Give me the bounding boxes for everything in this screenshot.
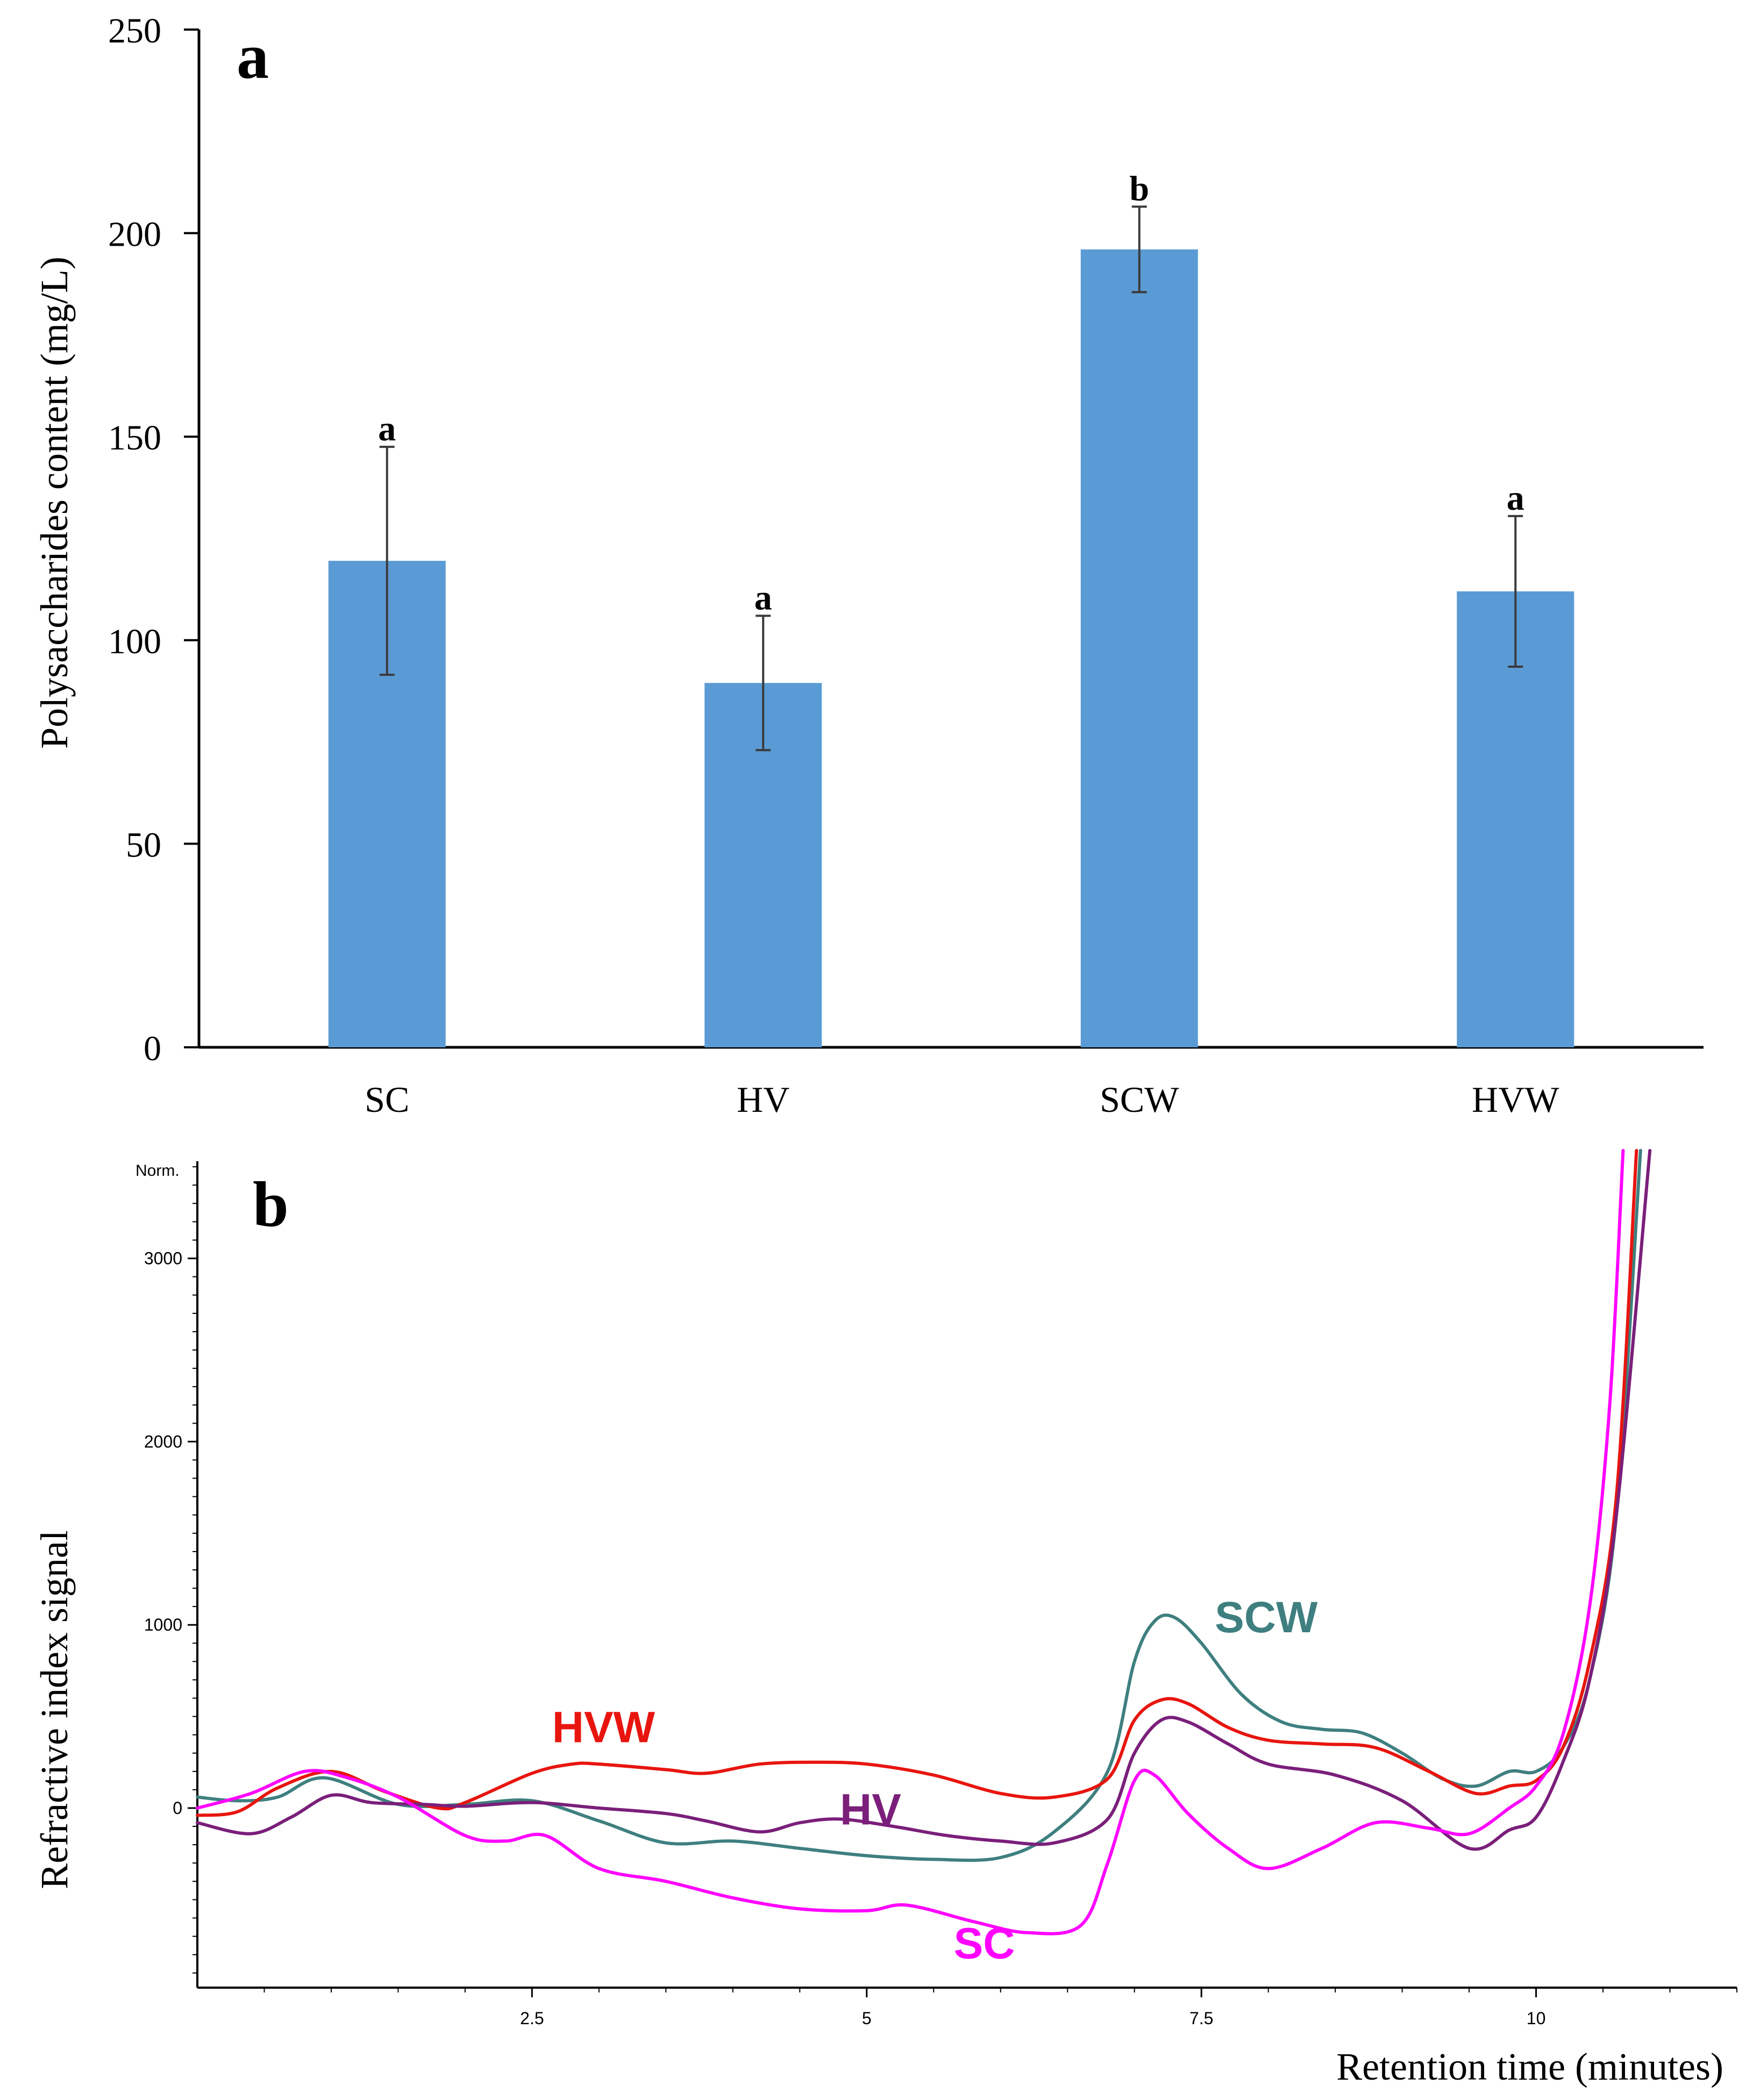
panel-b-series-label-scw: SCW bbox=[1215, 1593, 1318, 1642]
panel-b-series-label-hv: HV bbox=[840, 1785, 901, 1834]
panel-b-x-tick-label: 10 bbox=[1527, 2009, 1546, 2028]
panel-a-significance-letters: a a b a bbox=[378, 169, 1524, 617]
panel-b-line-hv bbox=[196, 1149, 1652, 1851]
panel-b-y-tick-label: 2000 bbox=[144, 1432, 182, 1451]
panel-a-significance-letter: a bbox=[1507, 478, 1524, 518]
panel-a-y-tick-label: 100 bbox=[108, 622, 161, 661]
panel-a-label: a bbox=[237, 20, 269, 92]
panel-a-y-tick-label: 250 bbox=[108, 11, 161, 51]
panel-b-series-lines bbox=[196, 1149, 1652, 1935]
panel-a-error-bars bbox=[379, 205, 1523, 752]
panel-a-y-axis-label: Polysaccharides content (mg/L) bbox=[33, 256, 76, 749]
panel-b-line-hvw bbox=[196, 1149, 1638, 1817]
panel-b-axes bbox=[196, 1161, 1737, 1989]
panel-b-y-unit-label: Norm. bbox=[136, 1162, 180, 1180]
panel-b-y-tick-label: 1000 bbox=[144, 1615, 182, 1634]
panel-b-line-scw bbox=[196, 1149, 1642, 1862]
panel-a-category-label: SC bbox=[365, 1079, 409, 1120]
panel-b-label: b bbox=[253, 1168, 289, 1240]
panel-b-x-tick-label: 2.5 bbox=[520, 2009, 544, 2028]
panel-b-x-ticks: 2.5 5 7.5 10 bbox=[263, 1988, 1737, 2028]
panel-a-category-label: SCW bbox=[1100, 1079, 1179, 1120]
panel-a-significance-letter: a bbox=[754, 578, 772, 617]
panel-a-bar-chart: a Polysaccharides content (mg/L) 0 50 100 1… bbox=[33, 11, 1704, 1120]
panel-a-y-ticks: 0 50 100 150 200 250 bbox=[108, 11, 199, 1068]
panel-b-y-ticks: 0 1000 2000 3000 bbox=[144, 1166, 197, 1974]
panel-a-axes bbox=[197, 30, 1704, 1049]
panel-b-x-tick-label: 5 bbox=[862, 2009, 872, 2028]
panel-a-y-tick-label: 150 bbox=[108, 418, 161, 458]
panel-a-bar-scw bbox=[1080, 249, 1198, 1048]
panel-a-y-tick-label: 200 bbox=[108, 215, 161, 254]
panel-b-line-sc bbox=[196, 1149, 1625, 1935]
panel-a-category-labels: SC HV SCW HVW bbox=[365, 1079, 1559, 1120]
panel-b-y-tick-label: 3000 bbox=[144, 1249, 182, 1268]
panel-a-y-tick-label: 50 bbox=[126, 825, 161, 865]
panel-b-line-chart: b Norm. Refractive index signal Retentio… bbox=[33, 1149, 1737, 2088]
panel-b-series-label-sc: SC bbox=[954, 1919, 1015, 1968]
panel-b-x-tick-label: 7.5 bbox=[1189, 2009, 1213, 2028]
panel-a-bars bbox=[328, 249, 1574, 1048]
panel-a-significance-letter: b bbox=[1129, 169, 1149, 208]
panel-b-y-tick-label: 0 bbox=[173, 1798, 182, 1818]
panel-a-category-label: HV bbox=[737, 1079, 789, 1120]
panel-b-x-axis-label: Retention time (minutes) bbox=[1336, 2045, 1723, 2088]
panel-b-series-label-hvw: HVW bbox=[552, 1703, 655, 1752]
panel-b-y-axis-label: Refractive index signal bbox=[33, 1530, 76, 1889]
panel-a-significance-letter: a bbox=[378, 409, 396, 448]
panel-a-category-label: HVW bbox=[1472, 1079, 1559, 1120]
panel-a-y-tick-label: 0 bbox=[144, 1029, 161, 1068]
panel-b-series-labels: SCW HVW HV SC bbox=[552, 1593, 1318, 1968]
